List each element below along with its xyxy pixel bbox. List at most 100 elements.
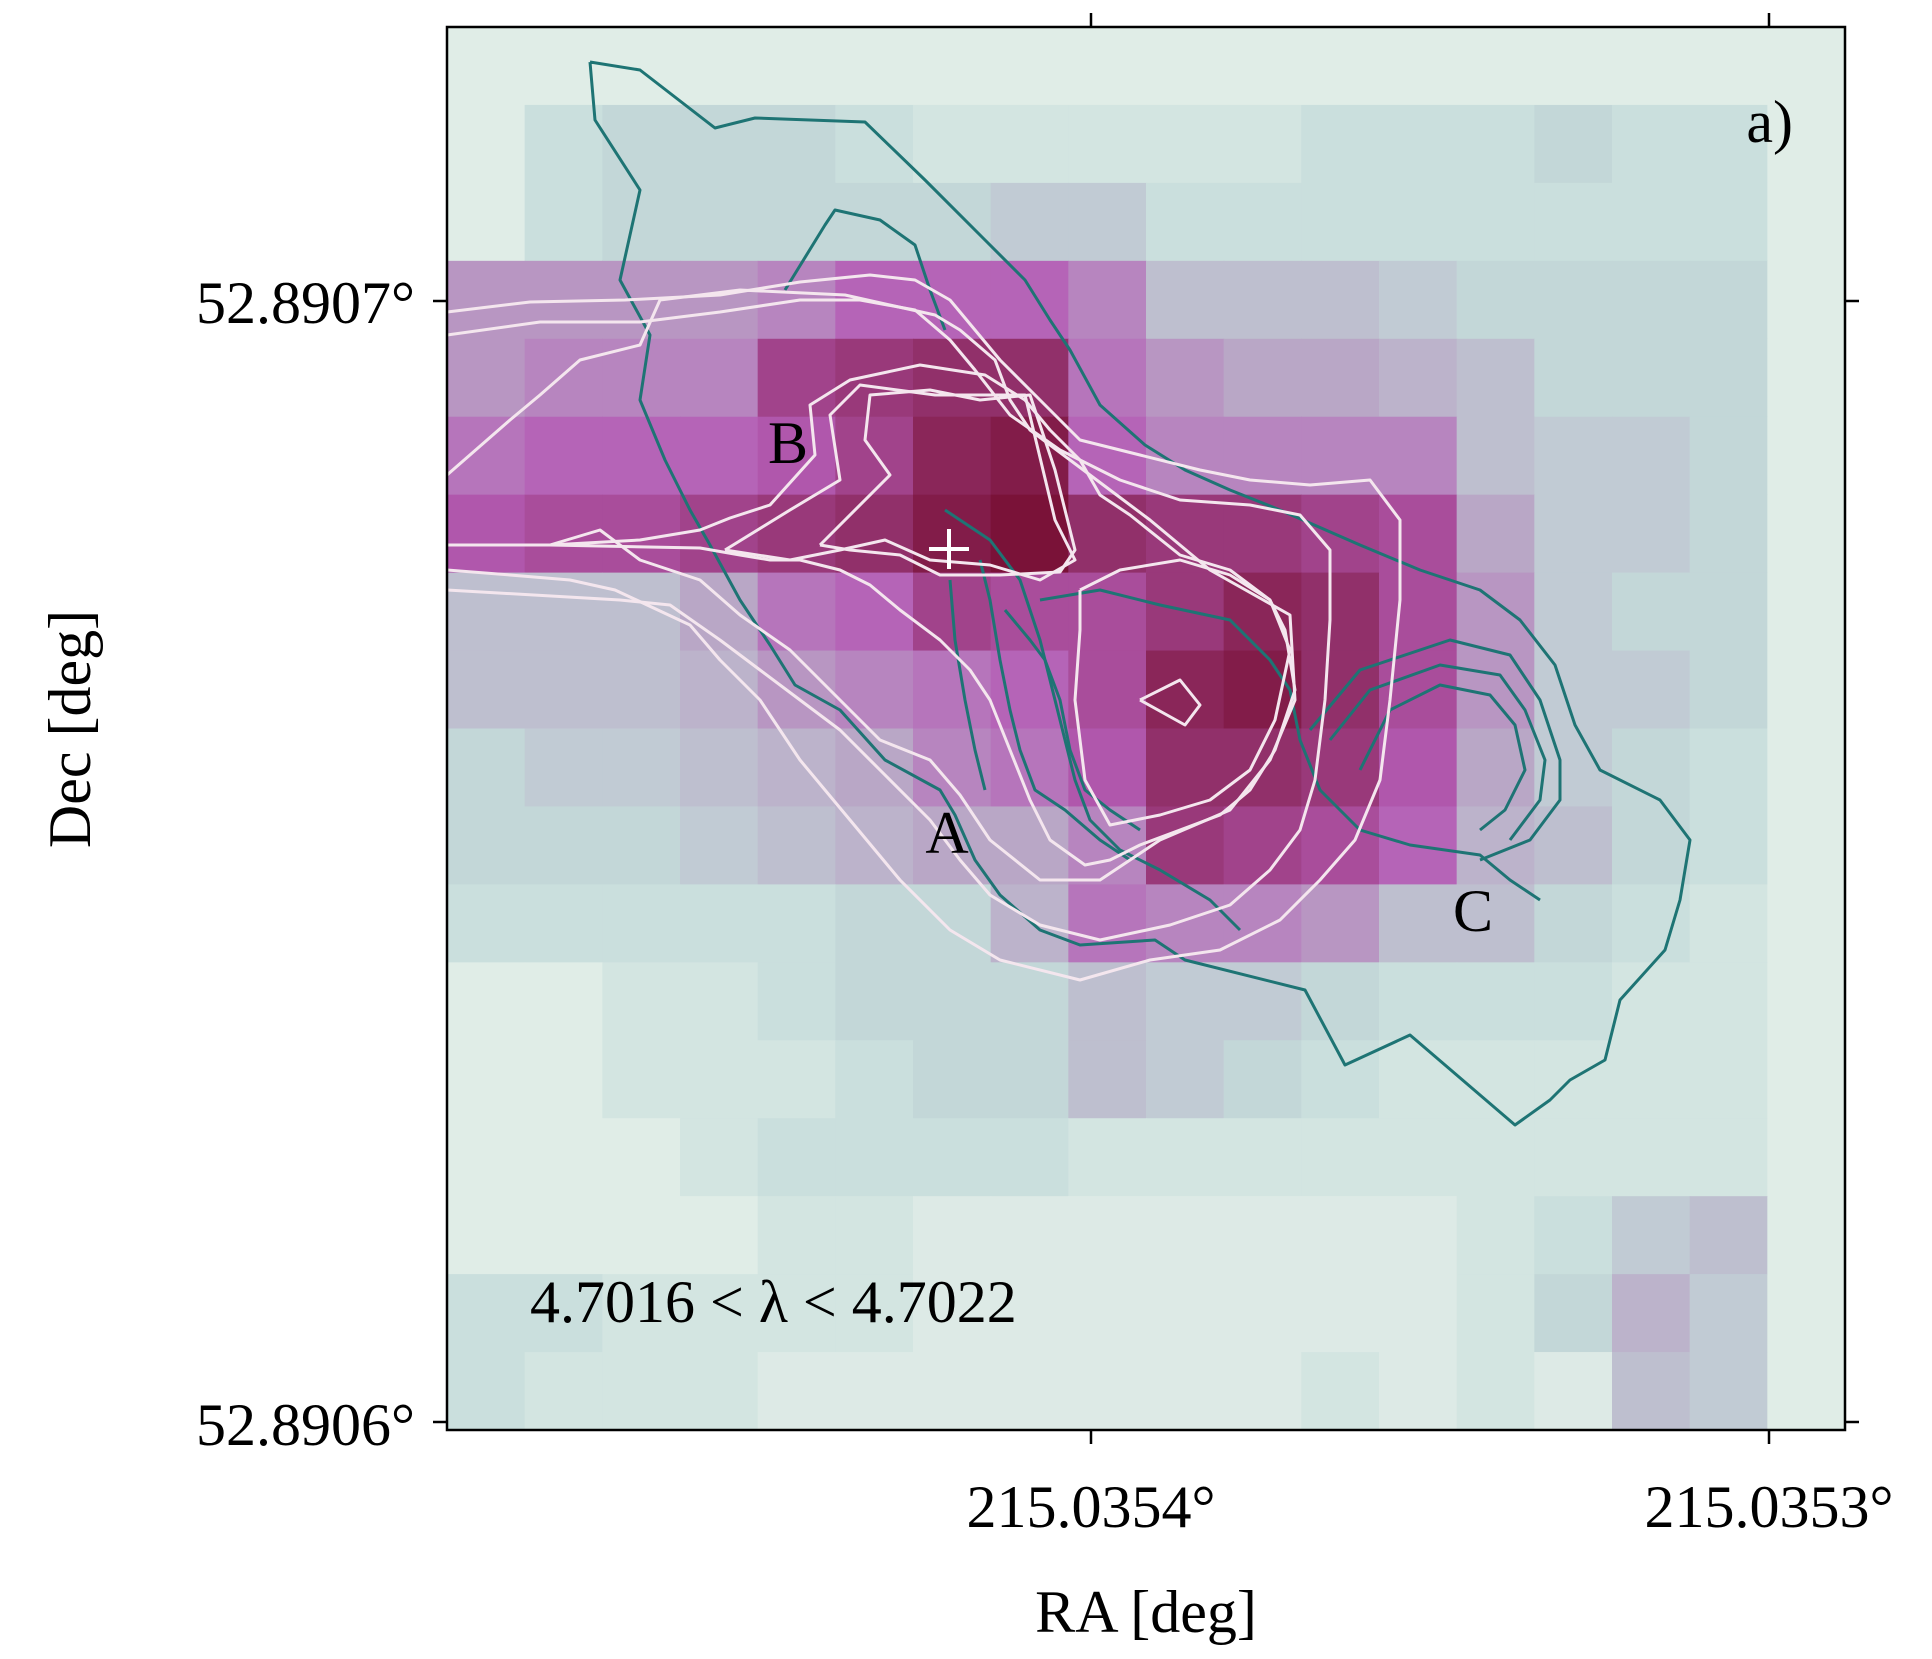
heatmap-cell <box>524 338 603 418</box>
heatmap-cell <box>1379 182 1458 262</box>
heatmap-cell <box>524 884 603 963</box>
heatmap-cell <box>1689 572 1768 652</box>
heatmap-cell <box>1456 962 1535 1041</box>
heatmap-cell <box>447 494 526 574</box>
heatmap-cell <box>447 338 526 418</box>
heatmap-cell <box>447 182 526 262</box>
heatmap-cell <box>1612 1040 1691 1119</box>
heatmap-cell <box>990 260 1069 340</box>
heatmap-cell <box>1068 1040 1147 1119</box>
heatmap-cell <box>1223 962 1302 1041</box>
heatmap-cell <box>680 182 759 262</box>
heatmap-cell <box>757 416 836 496</box>
heatmap-cell <box>1456 1196 1535 1275</box>
heatmap-cell <box>990 1118 1069 1197</box>
heatmap-cell <box>1223 1274 1302 1353</box>
heatmap-cell <box>447 1352 526 1430</box>
heatmap-cell <box>757 1118 836 1197</box>
heatmap-cell <box>1612 494 1691 574</box>
heatmap-cell <box>1612 1274 1691 1353</box>
heatmap-cell <box>1223 104 1302 184</box>
heatmap-cell <box>990 104 1069 184</box>
heatmap-cell <box>524 962 603 1041</box>
heatmap-cell <box>1689 338 1768 418</box>
heatmap-cell <box>757 806 836 885</box>
heatmap-cell <box>447 962 526 1041</box>
heatmap-cell <box>1767 182 1845 262</box>
heatmap-cell <box>1456 572 1535 652</box>
heatmap-cell <box>447 260 526 340</box>
heatmap-cell <box>1223 1196 1302 1275</box>
heatmap-cell <box>1767 338 1845 418</box>
heatmap-cell <box>835 416 914 496</box>
heatmap-cell <box>1068 260 1147 340</box>
heatmap-cell <box>1689 260 1768 340</box>
heatmap-cell <box>1612 650 1691 730</box>
heatmap-cell <box>1379 1040 1458 1119</box>
white-contour-3 <box>447 288 1297 882</box>
heatmap-cell <box>835 338 914 418</box>
heatmap-cell <box>1068 338 1147 418</box>
heatmap-cell <box>1612 1118 1691 1197</box>
heatmap-cell <box>602 572 681 652</box>
heatmap-cell <box>1534 884 1613 963</box>
heatmap-cell <box>1534 1274 1613 1353</box>
heatmap-cell <box>1456 728 1535 808</box>
heatmap-cell <box>1612 962 1691 1041</box>
heatmap-cell <box>447 650 526 730</box>
heatmap-cell <box>1456 494 1535 574</box>
teal-contour-inner-3 <box>1003 609 1141 832</box>
heatmap-cell <box>1456 1040 1535 1119</box>
heatmap-cell <box>680 104 759 184</box>
heatmap-cell <box>1301 182 1380 262</box>
heatmap-cell <box>447 1118 526 1197</box>
heatmap-cell <box>1068 182 1147 262</box>
heatmap-cell <box>835 1040 914 1119</box>
heatmap-cell <box>1301 338 1380 418</box>
heatmap-cell <box>1534 806 1613 885</box>
heatmap-cell <box>1146 962 1225 1041</box>
heatmap-cell <box>1301 884 1380 963</box>
heatmap-cell <box>680 338 759 418</box>
heatmap-cell <box>990 494 1069 574</box>
heatmap-cell <box>447 884 526 963</box>
heatmap-cell <box>1301 1040 1380 1119</box>
heatmap-cell <box>524 182 603 262</box>
heatmap-cell <box>1068 1352 1147 1430</box>
heatmap-cell <box>757 1274 836 1353</box>
heatmap-cell <box>1612 572 1691 652</box>
heatmap-cell <box>1767 494 1845 574</box>
heatmap-cell <box>680 728 759 808</box>
heatmap-cell <box>1767 104 1845 184</box>
heatmap-cell <box>1767 1196 1845 1275</box>
heatmap-cell <box>1534 338 1613 418</box>
heatmap-cell <box>1534 572 1613 652</box>
heatmap-cell <box>524 1352 603 1430</box>
heatmap-cell <box>1689 884 1768 963</box>
heatmap-cell <box>1767 1352 1845 1430</box>
heatmap-cell <box>1068 1196 1147 1275</box>
heatmap-cell <box>1689 27 1768 106</box>
heatmap-cell <box>1379 962 1458 1041</box>
heatmap-cell <box>1689 1196 1768 1275</box>
heatmap-cell <box>913 416 992 496</box>
heatmap-cell <box>602 182 681 262</box>
heatmap-cell <box>602 1352 681 1430</box>
heatmap-cell <box>1146 1040 1225 1119</box>
intensity-map <box>447 27 1845 1430</box>
heatmap-cell <box>1612 27 1691 106</box>
heatmap-cell <box>680 1274 759 1353</box>
heatmap-cell <box>1612 1196 1691 1275</box>
teal-contour-c-1 <box>1308 638 1562 862</box>
heatmap-cell <box>1456 884 1535 963</box>
heatmap-cell <box>602 650 681 730</box>
heatmap-cell <box>1301 1196 1380 1275</box>
heatmap-cell <box>447 572 526 652</box>
heatmap-cell <box>447 416 526 496</box>
heatmap-cell <box>447 728 526 808</box>
heatmap-cell <box>1068 494 1147 574</box>
heatmap-cell <box>447 1274 526 1353</box>
heatmap-cell <box>1301 728 1380 808</box>
heatmap-cell <box>1068 27 1147 106</box>
heatmap-cell <box>680 27 759 106</box>
